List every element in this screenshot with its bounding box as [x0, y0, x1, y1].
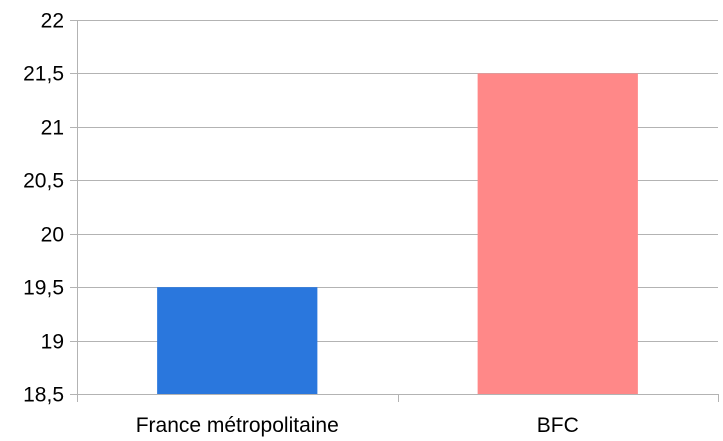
x-tick-label: France métropolitaine	[136, 414, 339, 437]
bar	[157, 287, 318, 394]
x-tick-labels: France métropolitaine BFC	[136, 414, 579, 437]
x-tick-label: BFC	[537, 414, 579, 437]
y-tick-label: 22	[41, 10, 64, 33]
axes	[70, 20, 719, 402]
y-tick-label: 21	[41, 117, 64, 140]
bars	[157, 73, 638, 394]
y-tick-label: 20,5	[23, 170, 64, 193]
y-tick-label: 20	[41, 224, 64, 247]
y-tick-label: 19	[41, 331, 64, 354]
y-tick-label: 21,5	[23, 63, 64, 86]
y-tick-labels: 18,5 19 19,5 20 20,5 21 21,5 22	[23, 10, 64, 407]
y-tick-label: 19,5	[23, 277, 64, 300]
y-tick-label: 18,5	[23, 384, 64, 407]
bar	[477, 73, 638, 394]
